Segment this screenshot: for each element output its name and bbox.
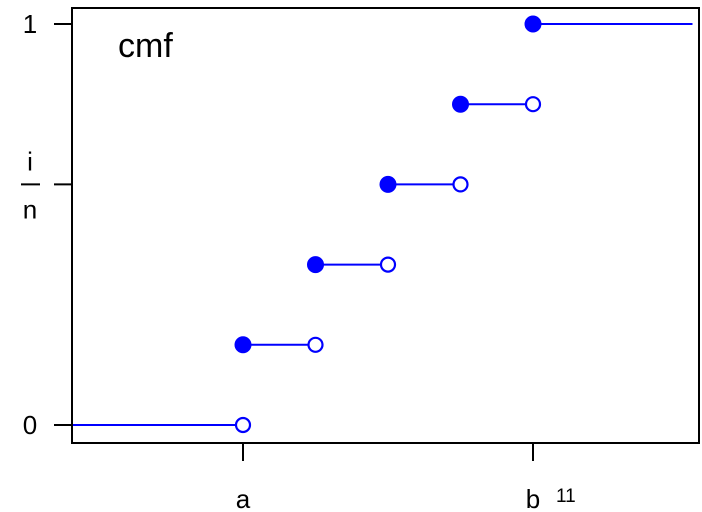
x-tick-label-0: a xyxy=(236,484,251,512)
closed-point-3 xyxy=(379,175,397,193)
open-point-2 xyxy=(379,256,397,273)
chart-title: cmf xyxy=(118,27,173,65)
y-tick-label-1: 1 xyxy=(23,9,37,39)
step-series xyxy=(73,15,693,434)
closed-point-1 xyxy=(234,336,252,354)
closed-point-2 xyxy=(307,256,324,274)
x-tick-label-1: b xyxy=(526,484,540,512)
closed-point-5 xyxy=(524,15,542,33)
open-point-4 xyxy=(524,96,542,113)
open-point-3 xyxy=(452,176,469,193)
open-point-0 xyxy=(234,416,252,434)
axes: a b 11 0 1 in xyxy=(21,9,576,512)
closed-point-4 xyxy=(452,95,469,113)
open-point-1 xyxy=(307,336,324,353)
y-fraction-numerator: i xyxy=(27,146,33,176)
x-superscript-label: 11 xyxy=(556,486,576,507)
y-tick-label-0: 0 xyxy=(23,410,37,440)
y-fraction-denominator: n xyxy=(23,194,37,224)
plot-frame xyxy=(71,7,700,444)
